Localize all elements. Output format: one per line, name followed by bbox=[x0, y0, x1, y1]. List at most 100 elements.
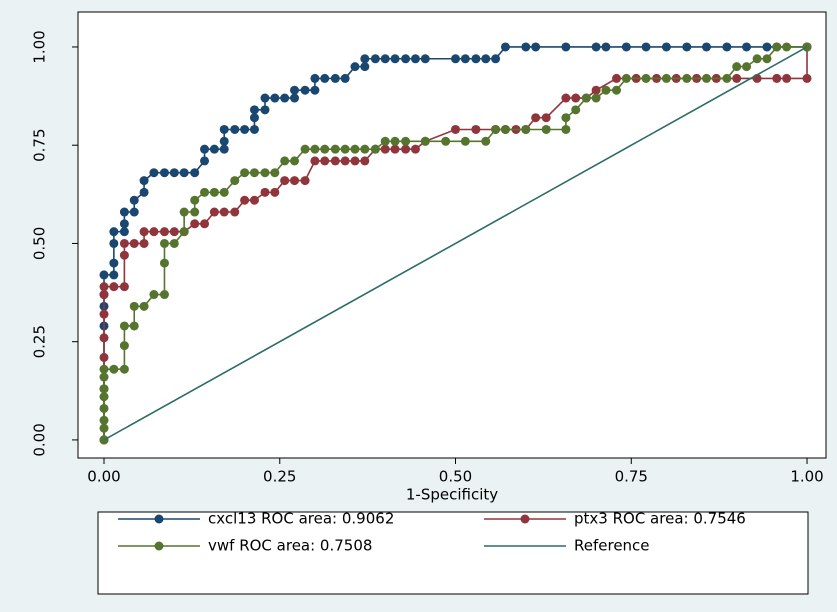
point bbox=[390, 136, 400, 146]
point bbox=[240, 195, 250, 205]
point bbox=[561, 113, 571, 123]
point bbox=[612, 85, 622, 95]
point bbox=[260, 105, 270, 115]
y-tick-label: 0.00 bbox=[31, 423, 49, 456]
point bbox=[249, 124, 259, 134]
point bbox=[401, 144, 411, 154]
point bbox=[591, 42, 601, 52]
point bbox=[190, 168, 200, 178]
point bbox=[521, 124, 531, 134]
point bbox=[601, 85, 611, 95]
x-tick-label: 0.50 bbox=[439, 468, 472, 486]
point bbox=[340, 73, 350, 83]
point bbox=[119, 321, 129, 331]
x-tick-label: 0.00 bbox=[87, 468, 120, 486]
point bbox=[119, 219, 129, 229]
point bbox=[340, 156, 350, 166]
point bbox=[531, 42, 541, 52]
point bbox=[109, 270, 119, 280]
point bbox=[380, 54, 390, 64]
point bbox=[200, 187, 210, 197]
point bbox=[370, 144, 380, 154]
point bbox=[390, 54, 400, 64]
point bbox=[240, 168, 250, 178]
point bbox=[159, 290, 169, 300]
point bbox=[260, 93, 270, 103]
point bbox=[119, 238, 129, 248]
point bbox=[601, 42, 611, 52]
point bbox=[99, 384, 109, 394]
legend-marker bbox=[154, 541, 164, 551]
point bbox=[772, 73, 782, 83]
point bbox=[159, 258, 169, 268]
point bbox=[410, 54, 420, 64]
point bbox=[310, 85, 320, 95]
point bbox=[701, 73, 711, 83]
point bbox=[561, 42, 571, 52]
point bbox=[149, 227, 159, 237]
point bbox=[159, 227, 169, 237]
point bbox=[782, 42, 792, 52]
point bbox=[460, 54, 470, 64]
point bbox=[139, 227, 149, 237]
point bbox=[380, 144, 390, 154]
point bbox=[240, 124, 250, 134]
legend-marker bbox=[154, 514, 164, 524]
point bbox=[290, 156, 300, 166]
point bbox=[722, 73, 732, 83]
point bbox=[99, 403, 109, 413]
point bbox=[471, 54, 481, 64]
point bbox=[99, 333, 109, 343]
point bbox=[200, 156, 210, 166]
point bbox=[139, 187, 149, 197]
point bbox=[280, 176, 290, 186]
point bbox=[762, 54, 772, 64]
point bbox=[350, 62, 360, 72]
point bbox=[320, 144, 330, 154]
point bbox=[129, 301, 139, 311]
point bbox=[230, 124, 240, 134]
point bbox=[360, 54, 370, 64]
point bbox=[290, 176, 300, 186]
legend-label: Reference bbox=[574, 537, 650, 555]
point bbox=[682, 42, 692, 52]
point bbox=[521, 42, 531, 52]
point bbox=[119, 250, 129, 260]
legend-label: cxcl13 ROC area: 0.9062 bbox=[208, 510, 394, 528]
point bbox=[661, 42, 671, 52]
legend-marker bbox=[520, 514, 530, 524]
point bbox=[802, 73, 812, 83]
point bbox=[500, 124, 510, 134]
plot-area bbox=[77, 11, 827, 459]
point bbox=[99, 372, 109, 382]
point bbox=[621, 42, 631, 52]
point bbox=[270, 187, 280, 197]
point bbox=[330, 73, 340, 83]
point bbox=[99, 282, 109, 292]
point bbox=[209, 187, 219, 197]
point bbox=[249, 195, 259, 205]
point bbox=[179, 207, 189, 217]
point bbox=[320, 73, 330, 83]
point bbox=[249, 113, 259, 123]
point bbox=[612, 73, 622, 83]
point bbox=[109, 227, 119, 237]
point bbox=[99, 352, 109, 362]
point bbox=[401, 54, 411, 64]
point bbox=[541, 113, 551, 123]
point bbox=[219, 136, 229, 146]
point bbox=[370, 54, 380, 64]
point bbox=[99, 309, 109, 319]
point bbox=[169, 168, 179, 178]
y-tick-label: 0.50 bbox=[31, 227, 49, 260]
point bbox=[661, 73, 671, 83]
point bbox=[159, 168, 169, 178]
point bbox=[360, 62, 370, 72]
point bbox=[280, 156, 290, 166]
x-tick-label: 1.00 bbox=[790, 468, 823, 486]
point bbox=[209, 144, 219, 154]
point bbox=[491, 124, 501, 134]
point bbox=[732, 62, 742, 72]
point bbox=[481, 136, 491, 146]
